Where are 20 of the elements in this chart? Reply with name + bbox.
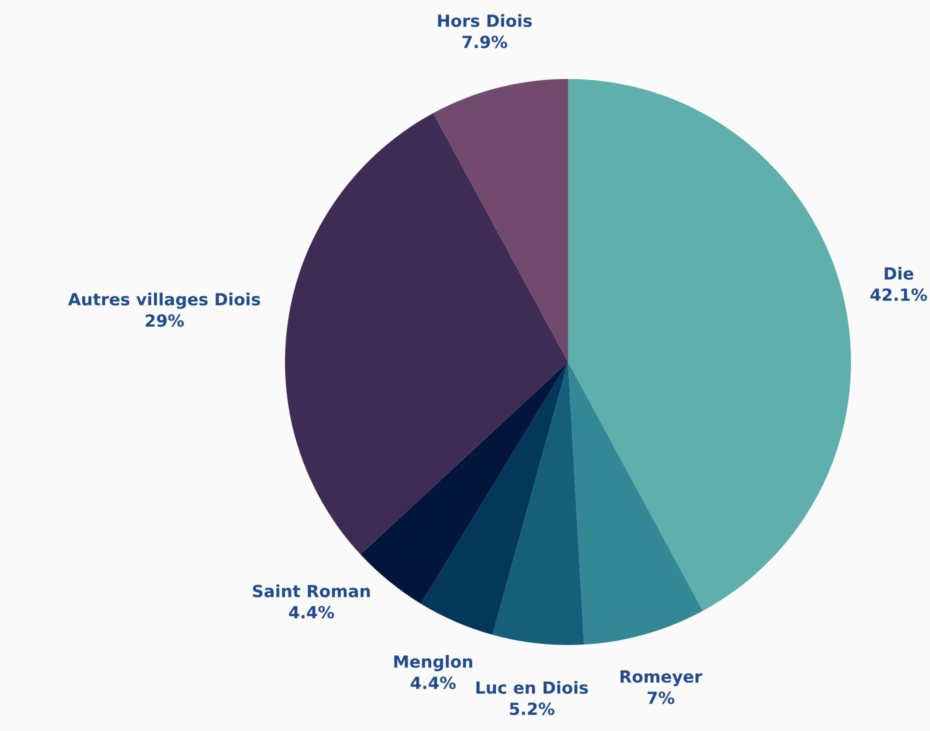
slice-label: Hors Diois [438, 14, 532, 28]
pie-slice [420, 362, 568, 635]
data-label: 5.2% [510, 702, 554, 716]
slice-label: Die [884, 266, 914, 280]
slice-label: Autres villages Diois [68, 292, 260, 309]
slice-label: Romeyer [620, 670, 702, 686]
slice-label: Menglon [394, 654, 472, 672]
pie-slice [433, 79, 568, 362]
data-label: 4.4% [289, 606, 334, 619]
slice-label: Saint Roman [252, 584, 370, 598]
data-label: 7.9% [462, 36, 508, 48]
data-label: 7% [648, 692, 674, 704]
pie-slice [568, 79, 851, 611]
pie-slice [285, 113, 568, 554]
data-label: 29% [146, 314, 184, 327]
pie-slice [492, 362, 584, 645]
data-label: 4.4% [410, 676, 456, 690]
slice-label: Luc en Diois [476, 681, 588, 694]
pie-slice [568, 362, 703, 645]
data-label: 42.1% [870, 288, 928, 301]
